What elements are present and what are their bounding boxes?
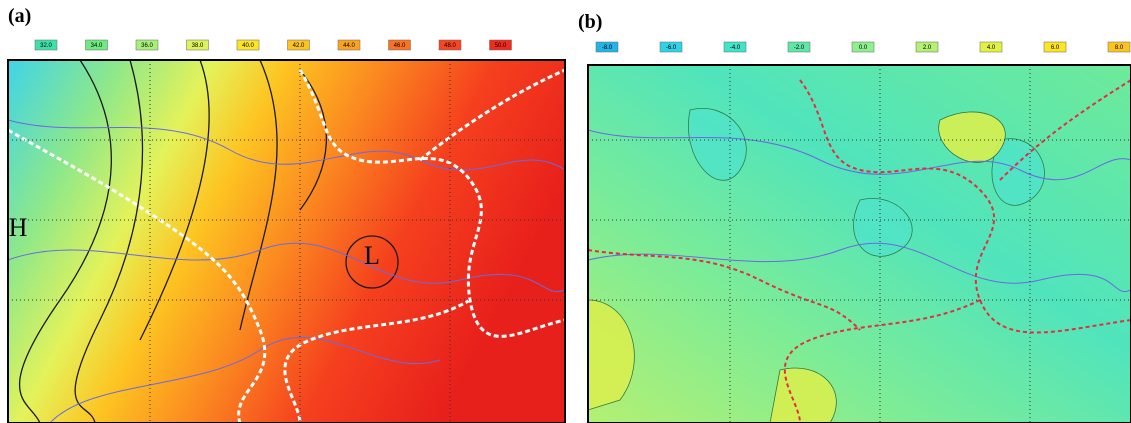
legend-label: 42.0 xyxy=(293,43,305,49)
legend-label: 2.0 xyxy=(923,45,932,51)
legend: -8.0 -6.0 -4.0 -2.0 0.0 2.0 4.0 6.0 8.0 xyxy=(596,42,1130,52)
legend-label: 40.0 xyxy=(242,43,254,49)
legend-label: 32.0 xyxy=(40,43,52,49)
legend-label: -8.0 xyxy=(602,45,613,51)
legend-label: 50.0 xyxy=(495,43,507,49)
map-a: H L xyxy=(8,60,565,423)
low-pressure-label: L xyxy=(364,241,380,270)
panel-label: (a) xyxy=(8,5,31,27)
legend-label: 0.0 xyxy=(859,45,868,51)
legend-label: 44.0 xyxy=(343,43,355,49)
figure: (a) (b) 32.0 34.0 36.0 38.0 40.0 42.0 44.0 46.0… xyxy=(0,0,1131,423)
legend-label: -2.0 xyxy=(794,45,805,51)
legend-label: 38.0 xyxy=(192,43,204,49)
legend: 32.0 34.0 36.0 38.0 40.0 42.0 44.0 46.0 48.0 50.0 xyxy=(35,40,512,50)
legend-label: 34.0 xyxy=(91,43,103,49)
high-pressure-label: H xyxy=(9,213,28,242)
legend-label: -6.0 xyxy=(666,45,677,51)
legend-label: 4.0 xyxy=(987,45,996,51)
legend-label: 48.0 xyxy=(444,43,456,49)
legend-label: 46.0 xyxy=(394,43,406,49)
legend-label: 8.0 xyxy=(1115,45,1124,51)
map-b xyxy=(588,65,1131,423)
legend-label: 36.0 xyxy=(141,43,153,49)
legend-label: 6.0 xyxy=(1051,45,1060,51)
legend-label: -4.0 xyxy=(730,45,741,51)
panel-label: (b) xyxy=(578,11,602,33)
